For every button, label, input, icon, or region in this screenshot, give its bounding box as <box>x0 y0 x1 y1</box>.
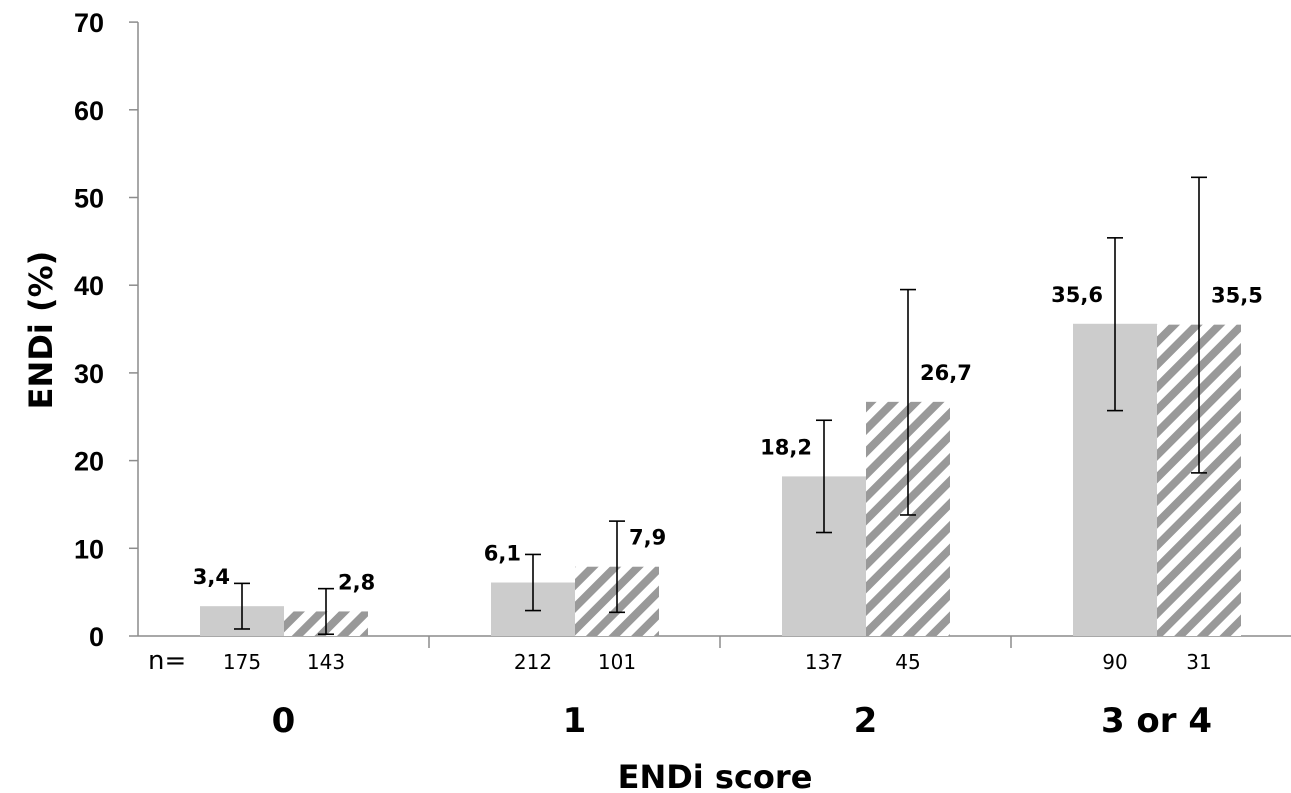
data-label: 7,9 <box>629 526 666 550</box>
x-axis-title: ENDi score <box>618 758 813 793</box>
y-tick-label: 40 <box>74 271 104 301</box>
n-count-label: 31 <box>1186 650 1211 674</box>
data-label: 2,8 <box>338 570 375 594</box>
y-tick-label: 50 <box>74 184 104 214</box>
n-prefix-label: n= <box>148 646 186 676</box>
x-category-label: 1 <box>563 701 587 741</box>
y-tick-label: 60 <box>74 96 104 126</box>
data-label: 35,5 <box>1211 284 1263 308</box>
data-label: 35,6 <box>1051 283 1103 307</box>
n-count-label: 137 <box>805 650 843 674</box>
y-tick-label: 70 <box>74 8 104 38</box>
n-count-label: 101 <box>598 650 636 674</box>
plot-area: 0 10 20 30 40 50 60 70 n= 0 3,4 175 2,8 143 1 6,1 212 7,9… <box>74 8 1291 741</box>
n-count-label: 45 <box>895 650 920 674</box>
data-label: 26,7 <box>920 361 972 385</box>
y-tick-label: 20 <box>74 447 104 477</box>
y-tick-label: 10 <box>74 534 104 564</box>
x-category-label: 2 <box>854 701 878 741</box>
n-count-label: 143 <box>307 650 345 674</box>
y-tick-label: 0 <box>89 622 104 652</box>
n-count-label: 212 <box>514 650 552 674</box>
data-label: 18,2 <box>760 435 812 459</box>
n-count-label: 175 <box>223 650 261 674</box>
y-tick-label: 30 <box>74 359 104 389</box>
y-axis-title: ENDi (%) <box>22 251 60 410</box>
data-label: 6,1 <box>484 542 521 566</box>
x-category-label: 0 <box>272 701 296 741</box>
n-count-label: 90 <box>1102 650 1127 674</box>
x-category-label: 3 or 4 <box>1101 701 1212 741</box>
data-label: 3,4 <box>193 565 230 589</box>
